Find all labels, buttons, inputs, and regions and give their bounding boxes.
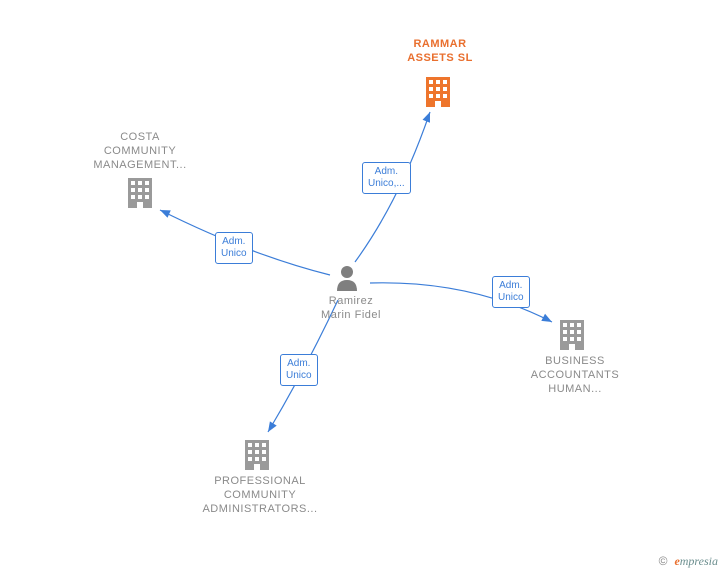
edge-layer — [0, 0, 728, 575]
person-icon[interactable] — [335, 265, 359, 296]
building-icon[interactable] — [424, 75, 452, 112]
copyright-symbol: © — [659, 554, 668, 568]
edge-arrowhead — [541, 314, 554, 326]
edge-arrowhead — [423, 111, 434, 123]
edge-label: Adm. Unico — [492, 276, 530, 308]
edge-arrowhead — [158, 206, 170, 217]
building-icon[interactable] — [243, 438, 271, 475]
footer-branding: © empresia — [659, 554, 718, 569]
edge-label: Adm. Unico — [280, 354, 318, 386]
node-label[interactable]: Ramirez Marin Fidel — [316, 295, 386, 323]
node-label[interactable]: BUSINESS ACCOUNTANTS HUMAN... — [520, 355, 630, 396]
edge-label: Adm. Unico — [215, 232, 253, 264]
node-label[interactable]: PROFESSIONAL COMMUNITY ADMINISTRATORS... — [195, 475, 325, 516]
node-label[interactable]: COSTA COMMUNITY MANAGEMENT... — [85, 131, 195, 172]
brand-rest: mpresia — [680, 554, 718, 568]
node-label[interactable]: RAMMAR ASSETS SL — [385, 38, 495, 66]
edge-label: Adm. Unico,... — [362, 162, 411, 194]
edge-arrowhead — [265, 421, 277, 434]
building-icon[interactable] — [126, 176, 154, 213]
building-icon[interactable] — [558, 318, 586, 355]
